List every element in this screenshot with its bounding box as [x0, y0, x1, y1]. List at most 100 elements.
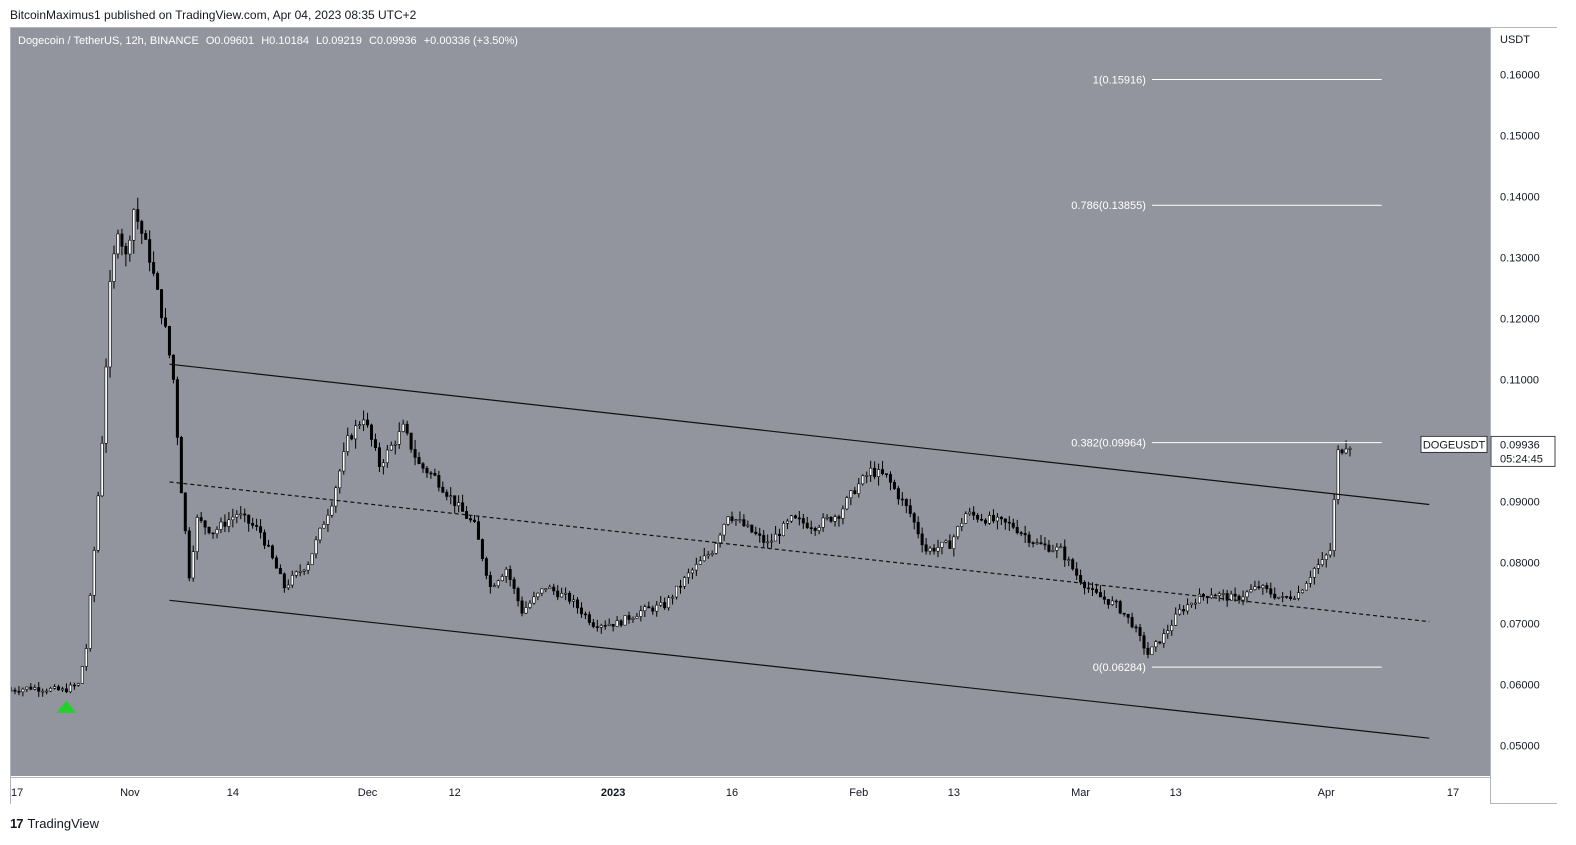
time-tick-label: 13	[1170, 787, 1182, 799]
candle	[68, 682, 72, 694]
candle-body	[472, 519, 476, 522]
candle	[754, 526, 758, 536]
candle-body	[520, 600, 524, 614]
candle	[888, 471, 892, 491]
candle-body	[1289, 596, 1293, 599]
candle	[136, 197, 140, 230]
time-tick-label: Feb	[849, 787, 868, 799]
candle	[556, 585, 560, 601]
candle	[1201, 593, 1205, 601]
candle-body	[896, 488, 900, 500]
candle	[682, 575, 686, 590]
candle-body	[1229, 593, 1233, 601]
candle-body	[1316, 564, 1320, 569]
candle	[599, 623, 603, 634]
time-axis[interactable]	[11, 777, 1490, 804]
candle-body	[195, 517, 199, 552]
buy-signal-marker	[56, 700, 77, 713]
candle-body	[1059, 546, 1063, 549]
candle-body	[405, 423, 409, 434]
candle-body	[837, 516, 841, 519]
candle-body	[607, 623, 611, 626]
price-axis[interactable]	[1490, 28, 1557, 803]
candle	[706, 551, 710, 559]
candle-body	[564, 592, 568, 595]
candle	[540, 588, 544, 597]
candle	[294, 570, 298, 578]
candle	[152, 251, 156, 277]
candle	[758, 527, 762, 543]
candle-body	[377, 447, 381, 467]
candle	[952, 534, 956, 557]
candle-body	[1110, 600, 1114, 605]
footer-branding: 17 TradingView	[10, 816, 99, 831]
candle-body	[888, 474, 892, 483]
candle	[235, 510, 239, 524]
candle-body	[702, 555, 706, 562]
candle	[350, 433, 354, 441]
channel-mid-line	[169, 481, 1430, 623]
candle-body	[247, 514, 251, 524]
candle	[1229, 590, 1233, 601]
candle-body	[92, 549, 96, 596]
candle-body	[611, 623, 615, 627]
candle-body	[995, 516, 999, 522]
candle-body	[849, 490, 853, 499]
candle	[1261, 584, 1265, 595]
candle-body	[338, 470, 342, 489]
candle	[544, 588, 548, 593]
candle	[607, 618, 611, 627]
candle-body	[144, 233, 148, 240]
candle-body	[579, 607, 583, 615]
candle-body	[1007, 521, 1011, 524]
candle	[433, 468, 437, 477]
candle	[223, 514, 227, 533]
candle-body	[730, 516, 734, 521]
candle-body	[401, 423, 405, 432]
candle-body	[1075, 568, 1079, 576]
candle	[924, 538, 928, 555]
fib-level-label: 0.382(0.09964)	[1071, 438, 1146, 450]
candle	[108, 270, 112, 378]
candle-body	[1015, 526, 1019, 533]
candle	[461, 494, 465, 512]
candle-body	[1265, 585, 1269, 590]
candle	[1039, 535, 1043, 545]
candle	[591, 618, 595, 629]
candle-body	[900, 498, 904, 501]
candle	[243, 508, 247, 523]
candle	[191, 545, 195, 582]
candle-body	[259, 526, 263, 533]
candle-body	[302, 569, 306, 572]
candle-body	[750, 524, 754, 533]
candle	[825, 514, 829, 521]
candle-body	[441, 486, 445, 493]
candle-body	[425, 467, 429, 474]
candle-body	[167, 326, 171, 356]
candle	[302, 568, 306, 576]
candle	[164, 308, 168, 329]
candle-body	[734, 519, 738, 521]
candle-body	[330, 505, 334, 516]
candle-body	[116, 233, 120, 255]
candle	[1225, 589, 1229, 607]
candle-body	[366, 419, 370, 426]
candle-body	[496, 580, 500, 587]
candle	[37, 682, 41, 697]
candle-body	[128, 239, 132, 255]
plot-area[interactable]	[11, 28, 1490, 776]
candle-body	[457, 502, 461, 507]
candle	[734, 518, 738, 526]
candle-body	[972, 511, 976, 516]
candle	[369, 423, 373, 447]
candle-body	[928, 547, 932, 552]
candle-body	[1142, 635, 1146, 649]
candle-body	[991, 515, 995, 522]
candle	[148, 230, 152, 272]
candle	[675, 585, 679, 600]
candle-body	[710, 553, 714, 555]
candle	[500, 573, 504, 582]
price-tag-symbol-box	[1420, 435, 1488, 453]
candle	[449, 487, 453, 505]
